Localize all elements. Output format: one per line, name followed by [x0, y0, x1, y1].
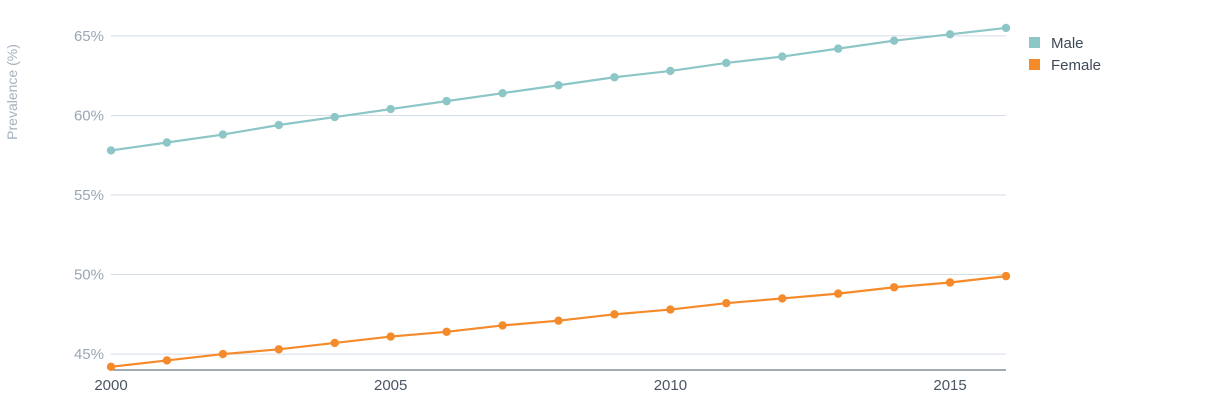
- data-point-male[interactable]: [666, 66, 675, 76]
- data-point-female[interactable]: [162, 356, 172, 365]
- x-tick-label: 2000: [94, 377, 127, 394]
- data-point-male[interactable]: [778, 52, 787, 61]
- data-point-male[interactable]: [274, 120, 284, 130]
- legend-swatch-female: [1029, 59, 1040, 70]
- data-point-female[interactable]: [833, 289, 843, 298]
- data-point-female[interactable]: [106, 362, 116, 372]
- data-point-female[interactable]: [274, 345, 284, 354]
- legend: Male Female: [1029, 35, 1101, 74]
- data-point-female[interactable]: [442, 327, 451, 337]
- data-point-female[interactable]: [945, 278, 955, 287]
- y-tick-label: 60%: [74, 107, 104, 124]
- data-point-female[interactable]: [554, 316, 563, 325]
- data-point-male[interactable]: [162, 138, 172, 147]
- data-point-female[interactable]: [666, 305, 675, 314]
- data-point-male[interactable]: [945, 30, 955, 39]
- y-tick-label: 65%: [74, 28, 104, 45]
- legend-label-male[interactable]: Male: [1051, 35, 1084, 52]
- data-point-male[interactable]: [386, 104, 395, 114]
- data-point-male[interactable]: [833, 44, 843, 53]
- legend-swatch-male: [1029, 37, 1040, 48]
- data-point-male[interactable]: [442, 96, 451, 106]
- data-point-female[interactable]: [889, 283, 899, 292]
- data-point-female[interactable]: [386, 332, 395, 341]
- data-point-female[interactable]: [610, 310, 619, 319]
- data-point-male[interactable]: [610, 73, 619, 82]
- data-point-male[interactable]: [889, 36, 899, 45]
- data-point-male[interactable]: [218, 130, 228, 139]
- data-point-female[interactable]: [1001, 271, 1011, 281]
- x-tick-label: 2005: [374, 377, 407, 394]
- x-tick-label: 2015: [933, 377, 966, 394]
- data-point-male[interactable]: [1001, 23, 1011, 33]
- y-tick-label: 45%: [74, 346, 104, 363]
- y-axis-label: Prevalence (%): [4, 44, 20, 140]
- series-layer: [106, 23, 1011, 372]
- data-point-male[interactable]: [330, 112, 339, 122]
- data-point-female[interactable]: [330, 338, 339, 348]
- data-point-male[interactable]: [722, 58, 731, 68]
- data-point-female[interactable]: [218, 349, 228, 359]
- data-point-male[interactable]: [106, 146, 116, 155]
- y-tick-label: 55%: [74, 187, 104, 204]
- y-tick-label: 50%: [74, 267, 104, 284]
- data-point-female[interactable]: [498, 321, 507, 330]
- axis-layer: 45% 50% 55% 60% 65% 2000 2005 2010 2015: [74, 28, 1006, 394]
- legend-label-female[interactable]: Female: [1051, 57, 1101, 74]
- data-point-female[interactable]: [722, 298, 731, 308]
- grid-layer: [111, 35, 1006, 355]
- data-point-male[interactable]: [498, 88, 507, 98]
- x-tick-label: 2010: [654, 377, 687, 394]
- data-point-female[interactable]: [778, 294, 787, 303]
- data-point-male[interactable]: [554, 81, 563, 90]
